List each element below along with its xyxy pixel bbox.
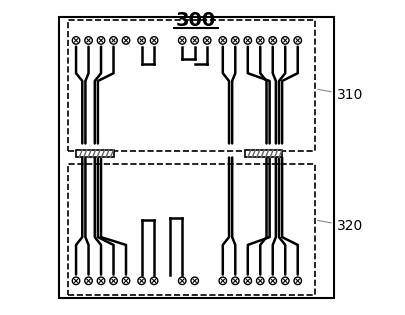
Circle shape bbox=[85, 277, 92, 284]
Circle shape bbox=[97, 37, 105, 44]
Circle shape bbox=[256, 37, 264, 44]
Bar bbox=[59, 17, 334, 298]
Circle shape bbox=[122, 37, 130, 44]
Circle shape bbox=[269, 277, 277, 284]
Circle shape bbox=[244, 277, 252, 284]
Bar bbox=[68, 20, 315, 151]
Circle shape bbox=[110, 37, 117, 44]
Circle shape bbox=[232, 37, 239, 44]
Bar bbox=[245, 150, 282, 158]
Bar bbox=[76, 150, 113, 158]
Circle shape bbox=[85, 37, 92, 44]
Circle shape bbox=[122, 277, 130, 284]
Circle shape bbox=[179, 277, 186, 284]
Circle shape bbox=[256, 277, 264, 284]
Circle shape bbox=[191, 37, 198, 44]
Bar bbox=[68, 164, 315, 295]
Text: 300: 300 bbox=[176, 11, 216, 30]
Text: 310: 310 bbox=[318, 88, 363, 102]
Circle shape bbox=[281, 37, 289, 44]
Circle shape bbox=[219, 37, 226, 44]
Circle shape bbox=[97, 277, 105, 284]
Text: 320: 320 bbox=[318, 219, 363, 233]
Circle shape bbox=[110, 277, 117, 284]
Circle shape bbox=[72, 37, 80, 44]
Circle shape bbox=[269, 37, 277, 44]
Circle shape bbox=[244, 37, 252, 44]
Circle shape bbox=[219, 277, 226, 284]
Circle shape bbox=[150, 37, 158, 44]
Circle shape bbox=[294, 277, 301, 284]
Circle shape bbox=[281, 277, 289, 284]
Circle shape bbox=[191, 277, 198, 284]
Circle shape bbox=[72, 277, 80, 284]
Circle shape bbox=[138, 277, 145, 284]
Circle shape bbox=[203, 37, 211, 44]
Circle shape bbox=[138, 37, 145, 44]
Circle shape bbox=[232, 277, 239, 284]
Circle shape bbox=[150, 277, 158, 284]
Circle shape bbox=[179, 37, 186, 44]
Circle shape bbox=[294, 37, 301, 44]
